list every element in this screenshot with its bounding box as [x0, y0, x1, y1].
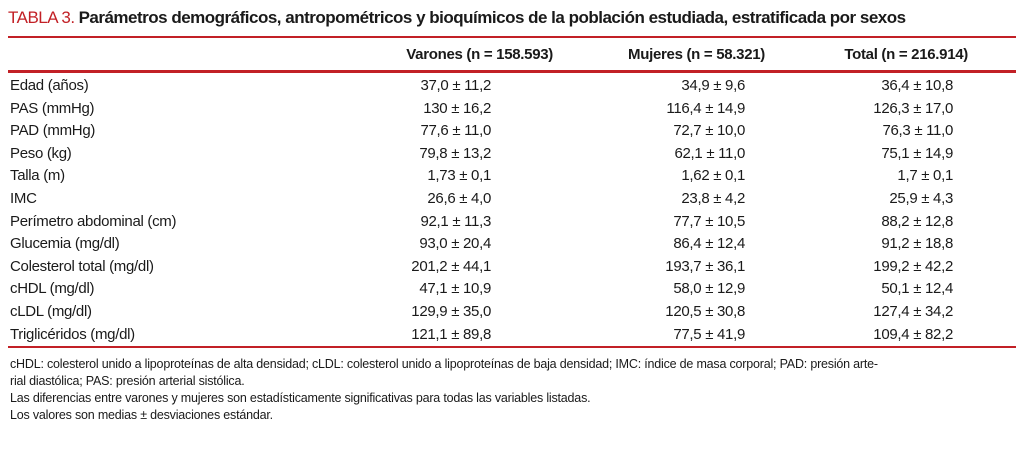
row-label: PAS (mmHg) — [10, 99, 95, 117]
value-cell-total: 1,7 ± 0,1 — [897, 167, 953, 185]
value-cell-total: 76,3 ± 11,0 — [882, 122, 953, 140]
table-figure: TABLA 3. Parámetros demográficos, antropo… — [8, 0, 1016, 424]
table-row: PAS (mmHg) 130 ± 16,2 116,4 ± 14,9 126,3… — [8, 98, 1016, 121]
value-cell-varones: 77,6 ± 11,0 — [420, 122, 491, 140]
row-label: cHDL (mg/dl) — [10, 280, 95, 298]
table-row: Perímetro abdominal (cm) 92,1 ± 11,3 77,… — [8, 211, 1016, 234]
table-number-label: TABLA 3. — [8, 8, 75, 27]
value-cell-total: 50,1 ± 12,4 — [881, 280, 953, 298]
column-header-mujeres: Mujeres (n = 58.321) — [628, 45, 765, 63]
column-header-total: Total (n = 216.914) — [844, 45, 968, 63]
bottom-divider — [8, 346, 1016, 349]
value-cell-mujeres: 86,4 ± 12,4 — [673, 235, 745, 253]
column-header-varones: Varones (n = 158.593) — [406, 45, 553, 63]
value-cell-total: 126,3 ± 17,0 — [873, 99, 953, 117]
value-cell-total: 25,9 ± 4,3 — [889, 189, 953, 207]
value-cell-varones: 93,0 ± 20,4 — [419, 235, 491, 253]
value-cell-mujeres: 116,4 ± 14,9 — [666, 99, 745, 117]
footnote-line: Los valores son medias ± desviaciones es… — [10, 408, 273, 423]
title-divider — [8, 36, 1016, 38]
row-label: Peso (kg) — [10, 144, 72, 162]
page-title: TABLA 3. Parámetros demográficos, antropo… — [8, 0, 1016, 29]
row-label: Colesterol total (mg/dl) — [10, 257, 154, 275]
value-cell-varones: 201,2 ± 44,1 — [411, 257, 491, 275]
value-cell-mujeres: 23,8 ± 4,2 — [681, 189, 745, 207]
table-row: Colesterol total (mg/dl) 201,2 ± 44,1 19… — [8, 256, 1016, 279]
table-row: cHDL (mg/dl) 47,1 ± 10,9 58,0 ± 12,9 50,… — [8, 278, 1016, 301]
header-divider — [8, 70, 1016, 73]
table-body: Edad (años) 37,0 ± 11,2 34,9 ± 9,6 36,4 … — [8, 73, 1016, 346]
value-cell-varones: 92,1 ± 11,3 — [420, 212, 491, 230]
table-title-text: Parámetros demográficos, antropométricos… — [78, 8, 907, 27]
value-cell-varones: 130 ± 16,2 — [423, 99, 491, 117]
value-cell-total: 127,4 ± 34,2 — [873, 302, 953, 320]
table-row: Peso (kg) 79,8 ± 13,2 62,1 ± 11,0 75,1 ±… — [8, 143, 1016, 166]
value-cell-mujeres: 120,5 ± 30,8 — [665, 302, 745, 320]
value-cell-mujeres: 62,1 ± 11,0 — [674, 144, 745, 162]
value-cell-mujeres: 58,0 ± 12,9 — [673, 280, 745, 298]
table-row: IMC 26,6 ± 4,0 23,8 ± 4,2 25,9 ± 4,3 — [8, 188, 1016, 211]
row-label: Talla (m) — [10, 167, 65, 185]
value-cell-varones: 121,1 ± 89,8 — [411, 325, 491, 343]
value-cell-mujeres: 34,9 ± 9,6 — [681, 77, 745, 94]
table-row: Glucemia (mg/dl) 93,0 ± 20,4 86,4 ± 12,4… — [8, 233, 1016, 256]
footnote-line: cHDL: colesterol unido a lipoproteínas d… — [10, 357, 878, 372]
value-cell-mujeres: 1,62 ± 0,1 — [681, 167, 745, 185]
row-label: Edad (años) — [10, 77, 89, 94]
value-cell-total: 75,1 ± 14,9 — [881, 144, 953, 162]
value-cell-total: 88,2 ± 12,8 — [881, 212, 953, 230]
row-label: IMC — [10, 189, 37, 207]
row-label: Triglicéridos (mg/dl) — [10, 325, 135, 343]
value-cell-mujeres: 77,7 ± 10,5 — [673, 212, 745, 230]
table-row: PAD (mmHg) 77,6 ± 11,0 72,7 ± 10,0 76,3 … — [8, 120, 1016, 143]
value-cell-total: 91,2 ± 18,8 — [881, 235, 953, 253]
value-cell-varones: 26,6 ± 4,0 — [427, 189, 491, 207]
row-label: Glucemia (mg/dl) — [10, 235, 120, 253]
row-label: PAD (mmHg) — [10, 122, 96, 140]
value-cell-varones: 1,73 ± 0,1 — [427, 167, 491, 185]
value-cell-mujeres: 193,7 ± 36,1 — [665, 257, 745, 275]
value-cell-total: 109,4 ± 82,2 — [873, 325, 953, 343]
value-cell-varones: 79,8 ± 13,2 — [419, 144, 491, 162]
table-row: Talla (m) 1,73 ± 0,1 1,62 ± 0,1 1,7 ± 0,… — [8, 165, 1016, 188]
table-row: cLDL (mg/dl) 129,9 ± 35,0 120,5 ± 30,8 1… — [8, 301, 1016, 324]
value-cell-total: 36,4 ± 10,8 — [881, 77, 953, 94]
row-label: cLDL (mg/dl) — [10, 302, 92, 320]
row-label: Perímetro abdominal (cm) — [10, 212, 177, 230]
table-header-row: Varones (n = 158.593) Mujeres (n = 58.32… — [8, 38, 1016, 70]
footnotes: cHDL: colesterol unido a lipoproteínas d… — [8, 356, 1016, 424]
value-cell-mujeres: 72,7 ± 10,0 — [673, 122, 745, 140]
footnote-line: Las diferencias entre varones y mujeres … — [10, 391, 591, 406]
value-cell-total: 199,2 ± 42,2 — [873, 257, 953, 275]
value-cell-varones: 37,0 ± 11,2 — [420, 77, 491, 94]
value-cell-varones: 129,9 ± 35,0 — [411, 302, 491, 320]
table-row: Triglicéridos (mg/dl) 121,1 ± 89,8 77,5 … — [8, 324, 1016, 347]
footnote-line: rial diastólica; PAS: presión arterial s… — [10, 374, 245, 389]
table-row: Edad (años) 37,0 ± 11,2 34,9 ± 9,6 36,4 … — [8, 75, 1016, 98]
value-cell-varones: 47,1 ± 10,9 — [419, 280, 491, 298]
value-cell-mujeres: 77,5 ± 41,9 — [673, 325, 745, 343]
